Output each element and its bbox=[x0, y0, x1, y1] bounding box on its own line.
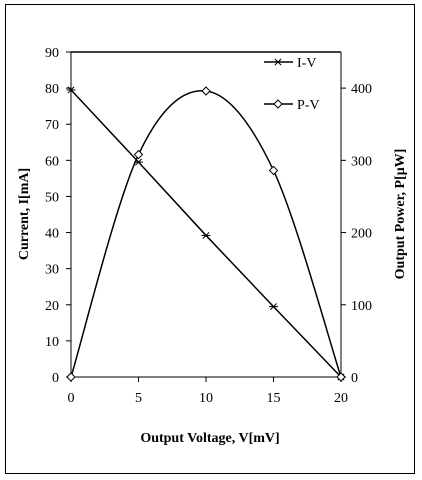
series-p-v bbox=[66, 86, 346, 382]
p-v-point bbox=[66, 372, 76, 382]
legend-entry-p-v: P-V bbox=[264, 98, 320, 113]
right-tick-label: 400 bbox=[351, 82, 372, 97]
series-i-v bbox=[66, 86, 346, 381]
legend: I-V P-V bbox=[264, 56, 320, 113]
left-axis-label: Current, I[mA] bbox=[17, 168, 32, 260]
right-tick-label: 100 bbox=[351, 299, 372, 314]
p-v-point bbox=[133, 149, 144, 160]
left-tick-label: 40 bbox=[45, 227, 59, 242]
right-axis-label: Output Power, P[μW] bbox=[393, 149, 408, 280]
i-v-point bbox=[201, 231, 211, 239]
left-tick-label: 0 bbox=[52, 371, 59, 386]
x-axis-label: Output Voltage, V[mV] bbox=[140, 431, 279, 446]
legend-label: P-V bbox=[297, 98, 320, 113]
left-tick-label: 30 bbox=[45, 263, 59, 278]
x-axis-ticks: 0 5 10 15 20 bbox=[68, 377, 348, 406]
right-axis-ticks: 0 100 200 300 400 bbox=[341, 82, 372, 386]
legend-entry-i-v: I-V bbox=[264, 56, 316, 71]
left-tick-label: 70 bbox=[45, 118, 59, 133]
left-axis-ticks: 0 10 20 30 40 50 60 70 80 90 bbox=[45, 46, 71, 386]
right-tick-label: 0 bbox=[351, 371, 358, 386]
left-tick-label: 50 bbox=[45, 190, 59, 205]
legend-label: I-V bbox=[297, 56, 316, 71]
left-tick-label: 60 bbox=[45, 154, 59, 169]
right-tick-label: 300 bbox=[351, 154, 372, 169]
x-tick-label: 10 bbox=[199, 391, 213, 406]
left-tick-label: 80 bbox=[45, 82, 59, 97]
i-v-point bbox=[269, 303, 278, 311]
x-tick-label: 5 bbox=[135, 391, 142, 406]
x-tick-label: 15 bbox=[267, 391, 281, 406]
p-v-point bbox=[268, 165, 279, 176]
left-tick-label: 90 bbox=[45, 46, 59, 61]
i-v-point bbox=[66, 86, 76, 94]
x-tick-label: 20 bbox=[334, 391, 348, 406]
p-v-point bbox=[336, 372, 346, 382]
left-tick-label: 20 bbox=[45, 299, 59, 314]
x-tick-label: 0 bbox=[68, 391, 75, 406]
right-tick-label: 200 bbox=[351, 227, 372, 242]
series-layer bbox=[66, 86, 346, 382]
p-v-point bbox=[201, 86, 211, 96]
left-tick-label: 10 bbox=[45, 335, 59, 350]
legend-marker bbox=[273, 58, 283, 66]
legend-marker bbox=[273, 99, 283, 109]
